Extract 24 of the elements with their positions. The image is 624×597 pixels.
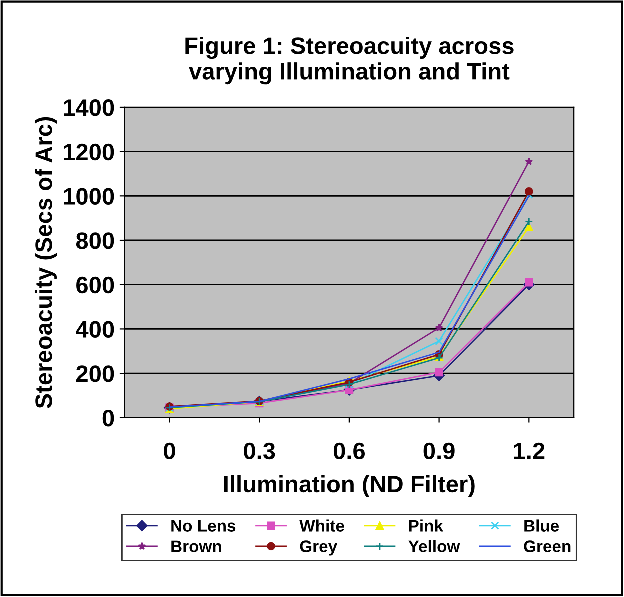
legend-label: Blue — [524, 520, 560, 532]
x-tick-label: 0.9 — [424, 442, 455, 460]
y-tick-label: 400 — [76, 321, 114, 338]
legend-label: White — [300, 520, 344, 532]
y-tick-label: 200 — [76, 366, 114, 382]
y-tick-label: 1000 — [64, 188, 114, 205]
x-axis-title: Illumination (ND Filter) — [224, 475, 475, 498]
x-tick-label: 0.6 — [334, 442, 365, 460]
legend-label: Green — [524, 540, 571, 552]
legend-label: No Lens — [172, 520, 236, 532]
chart-title: Figure 1: Stereoacuity across varying Illumination and Tint — [186, 37, 514, 85]
y-tick-label: 1400 — [64, 100, 114, 116]
legend-label: Grey — [300, 540, 338, 556]
y-tick-label: 0 — [102, 410, 114, 427]
x-tick-label: 1.2 — [514, 442, 545, 460]
x-tick-label: 0 — [164, 442, 176, 460]
legend-label: Yellow — [408, 540, 460, 552]
y-tick-label: 600 — [76, 276, 114, 294]
y-tick-label: 800 — [76, 232, 114, 250]
y-axis-title: Stereoacuity (Secs of Arc) — [34, 117, 57, 409]
legend-label: Brown — [172, 540, 222, 552]
y-tick-label: 1200 — [64, 144, 114, 161]
legend-label: Pink — [409, 520, 444, 532]
x-tick-label: 0.3 — [244, 442, 276, 460]
